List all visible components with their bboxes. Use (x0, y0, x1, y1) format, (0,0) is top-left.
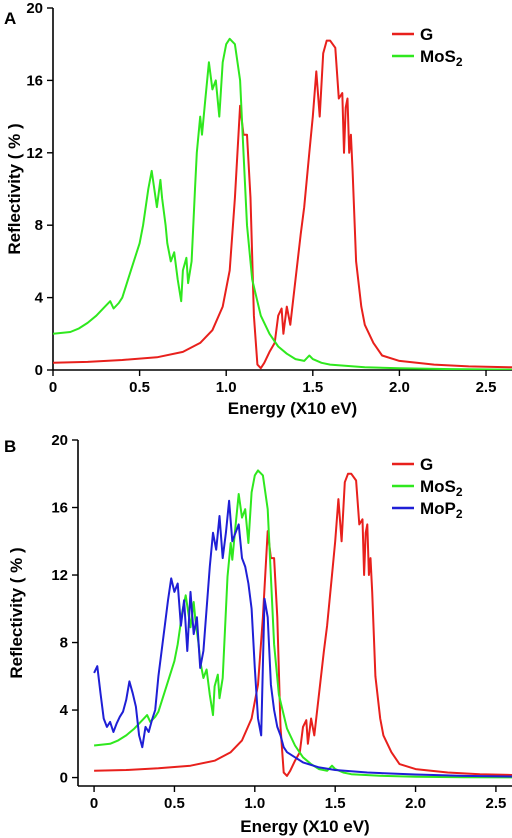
x-tick-label: 0.5 (164, 795, 185, 812)
y-tick-label: 4 (35, 290, 44, 307)
legend-label: MoP2 (420, 499, 463, 521)
x-tick-label: 2.0 (389, 379, 410, 396)
legend-label: G (420, 455, 433, 474)
y-tick-label: 0 (35, 362, 43, 379)
series-line-mos2 (53, 37, 512, 370)
x-tick-label: 0 (49, 379, 57, 396)
x-axis-title: Energy (X10 eV) (240, 817, 369, 836)
x-tick-label: 1.0 (244, 795, 265, 812)
panel-label: A (4, 9, 16, 28)
series-line-g (94, 472, 512, 777)
x-tick-label: 2.5 (485, 795, 506, 812)
legend-label: MoS2 (420, 477, 463, 499)
y-axis-title: Reflectivity ( % ) (7, 547, 26, 678)
series-line-g (53, 39, 512, 370)
x-tick-label: 2.0 (405, 795, 426, 812)
x-tick-label: 1.0 (216, 379, 237, 396)
x-tick-label: 1.5 (302, 379, 323, 396)
chart-panel-b: B 0 0.5 1.0 1.5 2.0 2.5 0 4 8 12 16 20 Energy (X10 eV… (4, 432, 512, 836)
panel-label: B (4, 437, 16, 456)
y-tick-label: 16 (26, 72, 43, 89)
y-tick-label: 8 (60, 635, 68, 652)
y-tick-label: 0 (60, 770, 68, 787)
legend-label: G (420, 25, 433, 44)
y-tick-label: 8 (35, 217, 43, 234)
y-tick-label: 16 (51, 500, 68, 517)
x-axis-title: Energy (X10 eV) (228, 399, 357, 418)
x-tick-label: 2.5 (476, 379, 497, 396)
x-tick-label: 0.5 (129, 379, 150, 396)
x-tick-label: 0 (90, 795, 98, 812)
y-tick-label: 20 (26, 0, 43, 17)
y-tick-label: 4 (60, 702, 69, 719)
y-axis-title: Reflectivity ( % ) (5, 123, 24, 254)
series-line-mop2 (93, 499, 512, 778)
y-tick-label: 20 (51, 432, 68, 449)
legend-label: MoS2 (420, 47, 463, 69)
x-tick-label: 1.5 (325, 795, 346, 812)
y-tick-label: 12 (26, 145, 43, 162)
y-tick-label: 12 (51, 567, 68, 584)
chart-panel-a: A 0 0.5 1.0 1.5 2.0 2.5 0 4 8 12 16 20 Energy (X10 eV… (4, 0, 512, 418)
